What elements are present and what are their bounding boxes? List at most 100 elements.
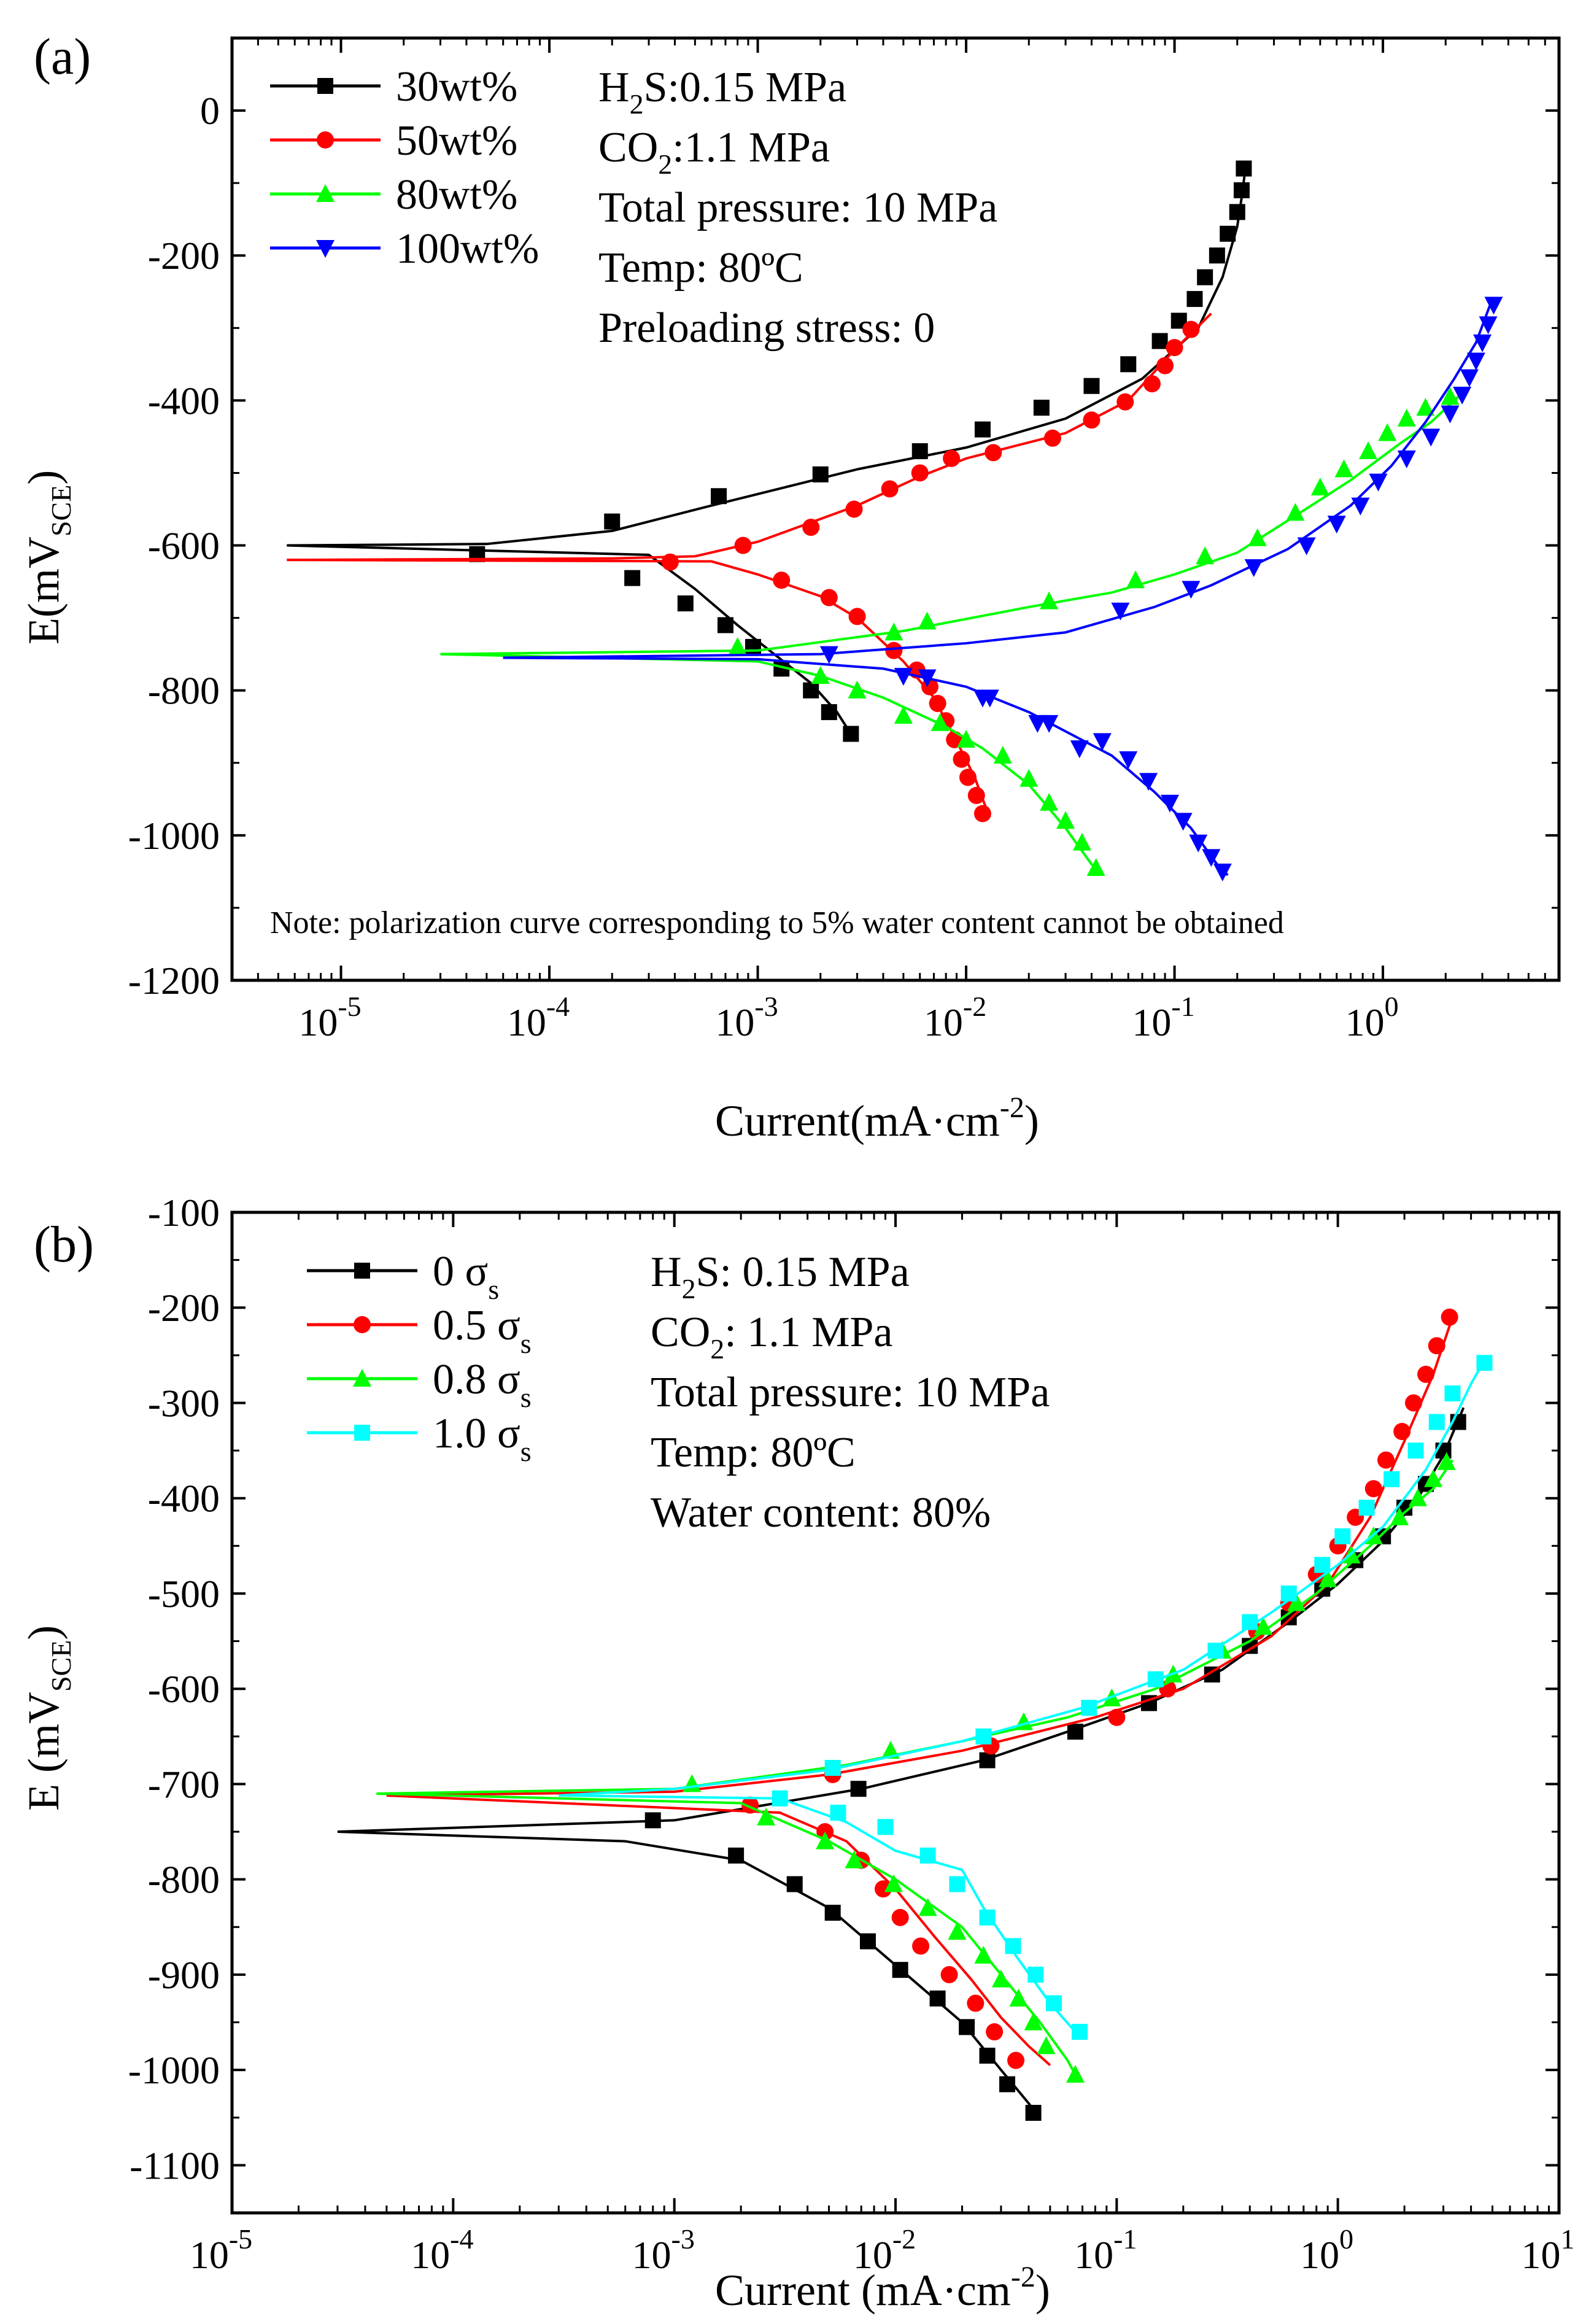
data-point-triangle-up xyxy=(1072,832,1091,851)
data-point-square xyxy=(1435,1443,1452,1459)
y-tick-label: -300 xyxy=(148,1381,220,1425)
data-point-triangle-down xyxy=(1174,813,1193,831)
data-point-circle xyxy=(820,589,838,606)
data-point-triangle-down xyxy=(1182,581,1201,599)
data-point-circle xyxy=(773,571,791,589)
data-point-triangle-down xyxy=(1453,386,1472,405)
series-50wt% xyxy=(287,312,1212,823)
x-tick-label: 10-1 xyxy=(1132,991,1194,1044)
data-point-square xyxy=(1207,1643,1224,1659)
data-point-triangle-up xyxy=(1024,2012,1043,2031)
data-point-square xyxy=(843,726,859,742)
data-point-triangle-down xyxy=(980,689,999,708)
data-point-square xyxy=(979,1752,996,1768)
legend-label: 100wt% xyxy=(396,225,539,273)
data-point-triangle-up xyxy=(884,622,903,641)
y-tick-label: -600 xyxy=(148,1667,220,1711)
data-point-square xyxy=(717,617,733,633)
data-point-triangle-up xyxy=(991,1969,1010,1988)
data-point-square xyxy=(604,513,621,530)
legend-label: 80wt% xyxy=(396,171,517,219)
data-point-circle xyxy=(986,2023,1004,2041)
data-point-circle xyxy=(317,131,334,149)
data-point-circle xyxy=(802,519,820,536)
data-point-triangle-up xyxy=(683,1774,702,1792)
data-point-square xyxy=(745,638,761,655)
data-point-square xyxy=(1334,1528,1351,1544)
data-point-triangle-down xyxy=(1460,369,1479,387)
legend-label: 50wt% xyxy=(396,117,517,165)
data-point-square xyxy=(999,2076,1016,2093)
legend-label: 0.8 σs xyxy=(433,1356,532,1413)
data-point-square xyxy=(1428,1414,1445,1430)
data-point-triangle-down xyxy=(894,668,913,686)
panel-a: (a) -1200 -1000 -800 -600 -400 -200 0 10-5 10-4… xyxy=(19,28,1561,1145)
data-point-circle xyxy=(354,1316,371,1333)
data-point-triangle-up xyxy=(728,637,747,655)
condition-line: Preloading stress: 0 xyxy=(598,304,935,352)
data-point-circle xyxy=(1166,339,1183,357)
data-point-circle xyxy=(1007,2051,1025,2069)
data-point-triangle-up xyxy=(993,745,1012,764)
data-point-square xyxy=(711,488,727,505)
data-point-triangle-down xyxy=(316,240,335,258)
data-point-triangle-down xyxy=(1484,296,1503,315)
data-point-triangle-up xyxy=(811,666,830,684)
panel-a-note: Note: polarization curve corresponding t… xyxy=(270,905,1284,940)
data-point-square xyxy=(1120,356,1137,373)
x-tick-label: 10-4 xyxy=(411,2223,473,2277)
data-point-square xyxy=(892,1962,908,1978)
data-point-square xyxy=(830,1805,846,1821)
data-point-triangle-down xyxy=(918,669,937,688)
data-point-triangle-up xyxy=(1286,503,1305,521)
data-point-square xyxy=(1081,1700,1097,1716)
data-point-square xyxy=(1407,1443,1424,1459)
condition-line: Total pressure: 10 MPa xyxy=(651,1369,1050,1416)
data-point-square xyxy=(1151,333,1168,349)
x-tick-label: 100 xyxy=(1345,991,1399,1044)
data-point-square xyxy=(1444,1385,1461,1401)
data-point-triangle-down xyxy=(1161,794,1180,813)
data-point-triangle-up xyxy=(1248,528,1267,546)
data-point-triangle-down xyxy=(1070,740,1089,759)
y-tick-label: 0 xyxy=(200,89,220,133)
data-point-triangle-down xyxy=(1422,428,1441,447)
data-point-triangle-down xyxy=(1397,450,1416,468)
data-point-triangle-up xyxy=(1437,1452,1456,1470)
data-point-circle xyxy=(1364,1480,1382,1498)
data-point-square xyxy=(974,421,991,438)
panel-b-plot-frame xyxy=(230,1210,1561,2215)
cathodic-branch-line xyxy=(503,656,1229,877)
data-point-triangle-up xyxy=(848,680,867,699)
data-point-triangle-up xyxy=(1397,408,1416,427)
condition-line: Water content: 80% xyxy=(651,1489,991,1536)
legend-label: 30wt% xyxy=(396,63,517,110)
cathodic-branch-line xyxy=(287,544,853,735)
data-point-triangle-up xyxy=(1066,2064,1085,2083)
data-point-triangle-up xyxy=(757,1807,776,1826)
data-point-triangle-down xyxy=(1093,733,1112,751)
x-tick-label: 101 xyxy=(1522,2223,1575,2277)
data-point-circle xyxy=(929,694,946,712)
data-point-triangle-down xyxy=(1119,751,1138,769)
data-point-triangle-down xyxy=(1040,715,1059,733)
data-point-triangle-down xyxy=(819,646,838,664)
data-point-triangle-up xyxy=(1126,570,1145,589)
data-point-square xyxy=(677,595,694,611)
data-point-triangle-up xyxy=(1196,546,1215,565)
data-point-square xyxy=(975,1728,992,1745)
data-point-square xyxy=(1071,2024,1088,2040)
data-point-square xyxy=(1147,1671,1164,1687)
data-point-triangle-down xyxy=(1028,715,1047,733)
y-tick-label: -700 xyxy=(148,1762,220,1806)
data-point-triangle-up xyxy=(1287,1593,1306,1611)
data-point-square xyxy=(929,1990,946,2007)
y-tick-label: -200 xyxy=(148,234,220,277)
data-point-square xyxy=(728,1847,745,1864)
condition-line: CO2: 1.1 MPa xyxy=(651,1309,892,1365)
data-point-square xyxy=(803,682,819,699)
data-point-square xyxy=(959,2019,975,2035)
panel-a-label: (a) xyxy=(34,28,91,85)
y-tick-label: -900 xyxy=(148,1953,220,1997)
